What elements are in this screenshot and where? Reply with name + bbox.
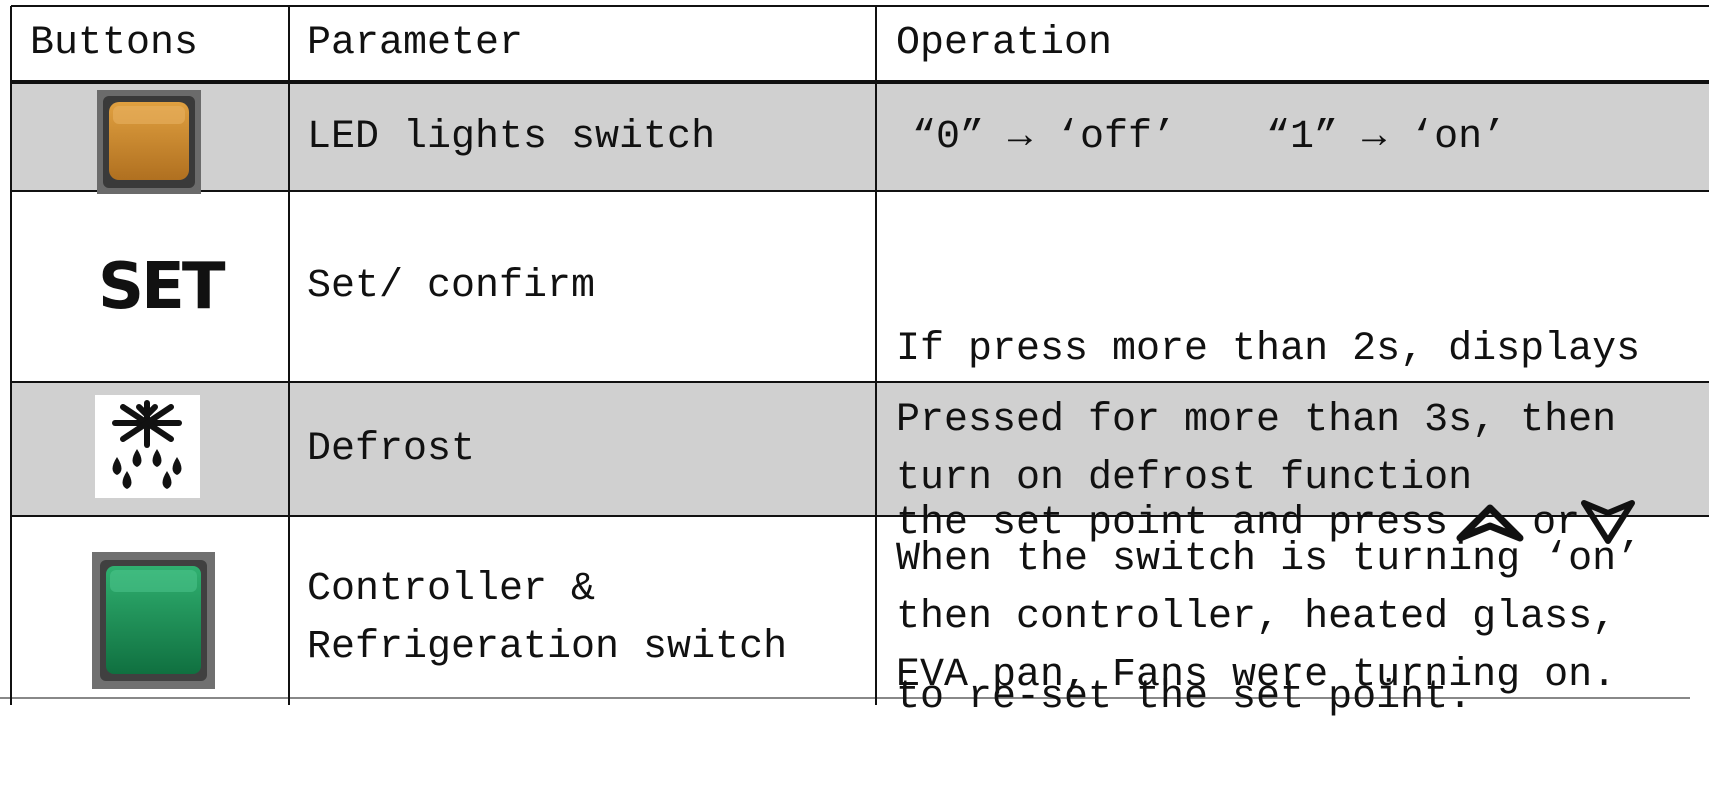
defrost-icon — [95, 395, 200, 498]
operation-line: If press more than 2s, displays — [896, 327, 1641, 372]
rule — [11, 515, 1709, 517]
rule — [0, 697, 1690, 699]
operation-text: “1” → ‘on’ — [1266, 114, 1507, 160]
operation-cell: When the switch is turning ‘on’ then cont… — [896, 531, 1640, 705]
header-cell: Buttons — [30, 6, 198, 82]
rule — [288, 6, 290, 705]
row-shade — [11, 382, 1709, 516]
header-cell: Operation — [896, 6, 1112, 82]
operation-line: the set point and press or — [896, 495, 1640, 553]
operation-text: “0” → ‘off’ — [912, 114, 1177, 160]
page: Buttons Parameter Operation LED lights s… — [0, 5, 1709, 720]
parameter-cell: Defrost — [307, 383, 475, 516]
operation-line: EVA pan, Fans were turning on. — [896, 653, 1617, 698]
parameter-text: LED lights switch — [307, 114, 716, 160]
parameter-text: Set/ confirm — [307, 264, 596, 309]
operation-line: Pressed for more than 3s, then — [896, 397, 1617, 443]
operation-cell: If press more than 2s, displays the set … — [896, 205, 1641, 720]
rule — [11, 5, 1709, 7]
set-button-label: SET — [98, 250, 225, 324]
parameter-text: Defrost — [307, 426, 476, 472]
operation-text: or — [1532, 501, 1581, 546]
green-switch-icon — [92, 552, 215, 689]
operation-cell: Pressed for more than 3s, then turn on de… — [896, 383, 1616, 516]
header-text: Buttons — [30, 21, 199, 66]
parameter-cell: Set/ confirm — [307, 192, 595, 382]
orange-rocker-icon — [97, 90, 201, 194]
operation-text: the set point and press — [896, 501, 1449, 546]
operation-line: When the switch is turning ‘on’ — [896, 537, 1641, 582]
parameter-text: Controller & — [307, 567, 596, 612]
operation-line: “0” → ‘off’ “1” → ‘on’ — [912, 109, 1506, 167]
header-text: Operation — [896, 21, 1113, 66]
header-text: Parameter — [307, 21, 524, 66]
rule — [11, 381, 1709, 383]
down-arrow-icon — [1581, 500, 1636, 545]
up-arrow-icon — [1456, 504, 1524, 542]
parameter-text: Refrigeration switch — [307, 625, 788, 670]
rule — [10, 6, 12, 705]
operation-cell: “0” → ‘off’ “1” → ‘on’ — [912, 84, 1506, 191]
rule — [11, 190, 1709, 192]
button-cell: SET — [98, 192, 225, 382]
row-shade — [11, 83, 1709, 191]
rule — [11, 80, 1709, 84]
operation-line: turn on defrost function — [896, 455, 1473, 501]
operation-line: then controller, heated glass, — [896, 595, 1617, 640]
parameter-cell: Controller & Refrigeration switch — [307, 531, 787, 707]
header-cell: Parameter — [307, 6, 523, 82]
parameter-cell: LED lights switch — [307, 84, 715, 191]
rule — [875, 6, 877, 705]
